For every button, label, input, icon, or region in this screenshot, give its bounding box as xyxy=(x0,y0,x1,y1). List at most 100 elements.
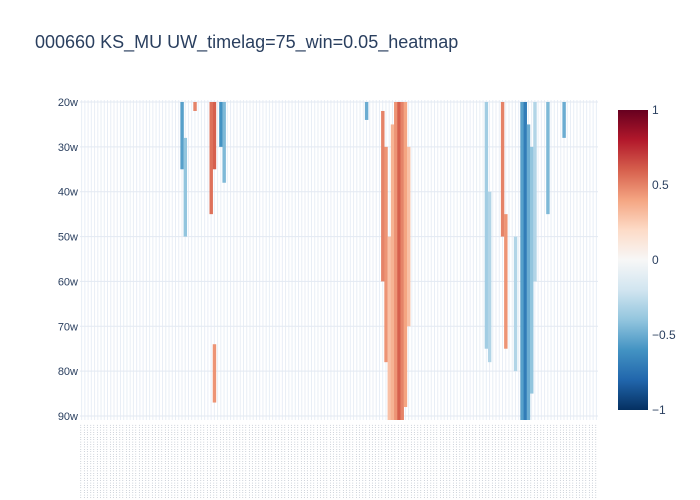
x-tick-label: ······························· xyxy=(273,424,278,499)
x-tick-label: ······························· xyxy=(370,424,375,499)
x-tick-label: ······························· xyxy=(127,424,132,499)
x-tick-label: ······························· xyxy=(402,424,407,499)
x-tick-label: ······························· xyxy=(542,424,547,499)
x-tick-label: ······························· xyxy=(503,424,508,499)
x-tick-label: ······························· xyxy=(331,424,336,499)
x-tick-label: ······························· xyxy=(548,424,553,499)
heatmap-streak xyxy=(222,102,226,183)
x-tick-label: ······························· xyxy=(153,424,158,499)
heatmap-streak xyxy=(533,102,537,282)
x-tick-label: ······························· xyxy=(383,424,388,499)
x-tick-label: ······························· xyxy=(85,424,90,499)
x-tick-label: ······························· xyxy=(179,424,184,499)
x-tick-label: ······························· xyxy=(124,424,129,499)
x-tick-label: ······························· xyxy=(415,424,420,499)
x-tick-label: ······························· xyxy=(441,424,446,499)
heatmap-streak xyxy=(526,124,531,420)
x-tick-label: ······························· xyxy=(483,424,488,499)
x-tick-label: ······························· xyxy=(506,424,511,499)
x-tick-label: ······························· xyxy=(509,424,514,499)
x-tick-label: ······························· xyxy=(114,424,119,499)
x-tick-label: ······························· xyxy=(79,424,84,499)
heatmap-streak xyxy=(500,102,505,237)
x-tick-label: ······························· xyxy=(189,424,194,499)
x-tick-label: ······························· xyxy=(105,424,110,499)
x-tick-label: ······························· xyxy=(292,424,297,499)
x-tick-label: ······························· xyxy=(82,424,87,499)
x-tick-label: ······························· xyxy=(525,424,530,499)
y-tick-label: 40w xyxy=(58,187,78,199)
x-tick-label: ······························· xyxy=(367,424,372,499)
heatmap-streak xyxy=(520,102,524,420)
x-tick-label: ······························· xyxy=(389,424,394,499)
x-tick-label: ······························· xyxy=(334,424,339,499)
x-tick-label: ······························· xyxy=(551,424,556,499)
x-tick-label: ······························· xyxy=(425,424,430,499)
heatmap-streak xyxy=(504,214,508,349)
x-tick-label: ······························· xyxy=(160,424,165,499)
x-tick-label: ······························· xyxy=(325,424,330,499)
x-tick-label: ······························· xyxy=(357,424,362,499)
x-tick-label: ······························· xyxy=(117,424,122,499)
x-tick-label: ······························· xyxy=(428,424,433,499)
heatmap-streak xyxy=(546,102,550,215)
x-tick-label: ······························· xyxy=(250,424,255,499)
x-tick-label: ······························· xyxy=(448,424,453,499)
x-tick-label: ······························· xyxy=(231,424,236,499)
heatmap-streak xyxy=(364,102,369,120)
x-tick-label: ······························· xyxy=(156,424,161,499)
x-tick-label: ······························· xyxy=(347,424,352,499)
x-tick-label: ······························· xyxy=(338,424,343,499)
x-tick-label: ······························· xyxy=(211,424,216,499)
heatmap-streak xyxy=(180,102,184,170)
y-tick-label: 60w xyxy=(58,276,78,288)
x-tick-label: ······························· xyxy=(224,424,229,499)
x-tick-label: ······························· xyxy=(512,424,517,499)
x-tick-label: ······························· xyxy=(516,424,521,499)
x-tick-label: ······························· xyxy=(218,424,223,499)
colorbar-tick-label: 0 xyxy=(652,253,659,267)
x-tick-label: ······························· xyxy=(561,424,566,499)
x-tick-label: ······························· xyxy=(574,424,579,499)
x-tick-label: ······························· xyxy=(205,424,210,499)
x-tick-label: ······························· xyxy=(493,424,498,499)
x-tick-label: ······························· xyxy=(302,424,307,499)
x-tick-label: ······························· xyxy=(140,424,145,499)
x-tick-label: ······························· xyxy=(305,424,310,499)
x-tick-label: ······························· xyxy=(461,424,466,499)
x-tick-label: ······························· xyxy=(147,424,152,499)
heatmap-streak xyxy=(381,110,385,282)
x-tick-label: ······························· xyxy=(263,424,268,499)
chart-title: 000660 KS_MU UW_timelag=75_win=0.05_heat… xyxy=(35,32,459,52)
y-tick-label: 20w xyxy=(58,97,78,109)
x-tick-label: ······························· xyxy=(454,424,459,499)
plot-area xyxy=(80,100,598,420)
x-tick-label: ······························· xyxy=(564,424,569,499)
heatmap-streak xyxy=(183,137,188,237)
x-tick-label: ······························· xyxy=(567,424,572,499)
x-tick-label: ······························· xyxy=(296,424,301,499)
x-tick-label: ······························· xyxy=(173,424,178,499)
x-tick-label: ······························· xyxy=(95,424,100,499)
x-tick-label: ······························· xyxy=(457,424,462,499)
colorbar-tick-label: −1 xyxy=(652,403,666,417)
x-tick-label: ······························· xyxy=(532,424,537,499)
x-tick-label: ······························· xyxy=(101,424,106,499)
heatmap-streak xyxy=(384,146,388,363)
heatmap-streak xyxy=(562,102,566,138)
colorbar-tick-label: 1 xyxy=(652,103,659,117)
x-tick-label: ······························· xyxy=(499,424,504,499)
y-tick-label: 30w xyxy=(58,142,78,154)
x-tick-label: ······························· xyxy=(143,424,148,499)
x-tick-label: ······························· xyxy=(558,424,563,499)
x-tick-label: ······························· xyxy=(535,424,540,499)
x-tick-label: ······························· xyxy=(487,424,492,499)
x-tick-label: ······························· xyxy=(396,424,401,499)
x-tick-label: ······························· xyxy=(88,424,93,499)
x-tick-label: ······························· xyxy=(593,424,598,499)
y-tick-label: 80w xyxy=(58,366,78,378)
colorbar xyxy=(618,110,648,410)
x-tick-label: ······························· xyxy=(538,424,543,499)
x-tick-label: ······························· xyxy=(555,424,560,499)
x-tick-label: ······························· xyxy=(192,424,197,499)
